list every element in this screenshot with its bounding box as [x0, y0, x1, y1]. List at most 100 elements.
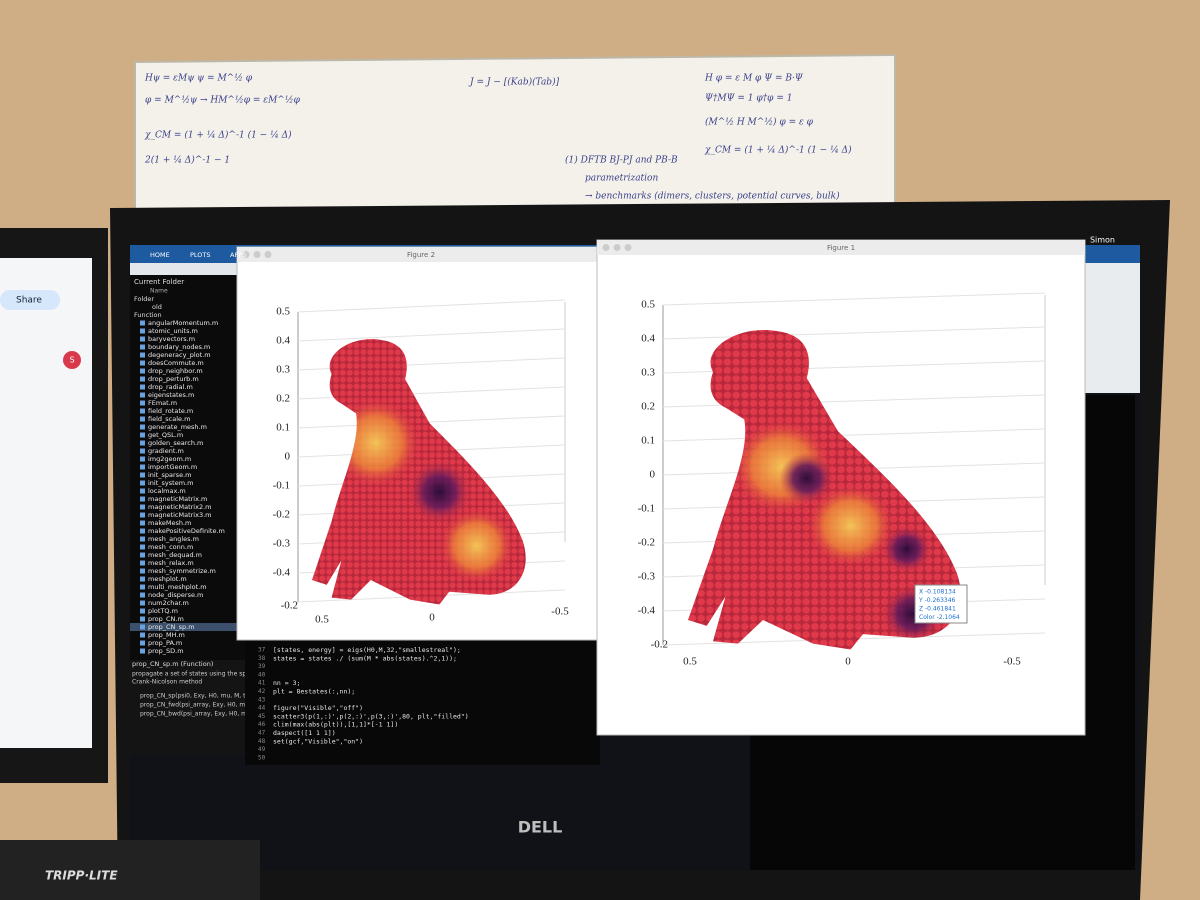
window-button[interactable]: [253, 251, 261, 258]
file-name[interactable]: magneticMatrix.m: [148, 495, 207, 503]
file-name[interactable]: generate_mesh.m: [148, 423, 207, 431]
file-name[interactable]: drop_perturb.m: [148, 375, 199, 383]
z-tick-label: -0.2: [273, 509, 290, 521]
datatip-line: Color -2.1064: [919, 614, 960, 621]
scatter-cloud: [688, 329, 961, 650]
x-tick-label: -0.5: [551, 606, 569, 618]
window-button[interactable]: [242, 251, 250, 258]
file-name[interactable]: mesh_conn.m: [148, 543, 193, 551]
z-tick-label: -0.1: [638, 503, 655, 515]
file-name[interactable]: plotTQ.m: [148, 607, 178, 615]
file-name[interactable]: prop_SD.m: [148, 647, 184, 655]
z-tick-label: -0.1: [273, 480, 290, 492]
line-number: 50: [258, 754, 266, 761]
figure-window: Figure 2 0.5 0.4 0.3 0.2 0.1 0 -0.1 -0.2 -0.3 -0.4…: [236, 246, 606, 641]
line-number: 49: [258, 746, 266, 753]
window-button[interactable]: [624, 244, 632, 251]
file-name[interactable]: node_disperse.m: [148, 591, 203, 599]
color-blob: [439, 508, 514, 583]
file-icon: [140, 408, 145, 414]
section-label: Folder: [134, 295, 154, 303]
user-name[interactable]: Simon: [1090, 236, 1115, 245]
line-number: 40: [258, 671, 266, 678]
file-name[interactable]: field_scale.m: [148, 415, 190, 423]
datatip-line: Y -0.263346: [918, 597, 956, 604]
file-icon: [140, 544, 145, 550]
file-name[interactable]: img2geom.m: [148, 455, 191, 463]
z-tick-label: -0.2: [638, 537, 655, 549]
file-name[interactable]: makePositiveDefinite.m: [148, 527, 225, 535]
file-name[interactable]: makeMesh.m: [148, 519, 191, 527]
whiteboard-writing: Hψ = εMψ ψ = M^½ φ φ = M^½ψ → HM^½φ = εM^…: [144, 73, 852, 202]
file-name[interactable]: prop_PA.m: [148, 639, 182, 647]
code-line: scatter3(p(1,:)',p(2,:)',p(3,:)',80, plt…: [273, 712, 469, 720]
color-blob: [881, 525, 932, 573]
file-name[interactable]: drop_neighbor.m: [148, 367, 203, 375]
file-name[interactable]: field_rotate.m: [148, 407, 193, 415]
file-icon: [140, 640, 145, 646]
folder-name[interactable]: old: [152, 303, 162, 311]
line-number: 38: [258, 655, 266, 662]
datatip-line: X -0.108134: [919, 589, 956, 596]
file-name[interactable]: magneticMatrix2.m: [148, 503, 212, 511]
file-name[interactable]: doesCommute.m: [148, 359, 204, 367]
file-name[interactable]: num2char.m: [148, 599, 189, 607]
file-name[interactable]: mesh_symmetrize.m: [148, 567, 216, 575]
file-name[interactable]: mesh_dequad.m: [148, 551, 202, 559]
tab[interactable]: HOME: [150, 251, 170, 259]
file-name[interactable]: FEmat.m: [148, 399, 177, 407]
share-button[interactable]: [0, 290, 60, 310]
file-name[interactable]: golden_search.m: [148, 439, 203, 447]
file-name[interactable]: gradient.m: [148, 447, 184, 455]
file-name[interactable]: localmax.m: [148, 487, 186, 495]
file-name[interactable]: drop_radial.m: [148, 383, 193, 391]
file-name[interactable]: prop_CN_sp.m: [148, 623, 195, 631]
file-name[interactable]: baryvectors.m: [148, 335, 195, 343]
z-tick-label: 0.5: [641, 299, 655, 311]
grid-line: [297, 299, 566, 313]
tab[interactable]: APPS: [230, 251, 246, 259]
handwriting: J = J − [(Kab)(Tab)]: [468, 77, 560, 88]
file-icon: [140, 360, 145, 366]
file-name[interactable]: mesh_relax.m: [148, 559, 194, 567]
file-name[interactable]: init_system.m: [148, 479, 193, 487]
file-icon: [140, 432, 145, 438]
file-icon: [140, 480, 145, 486]
grid-line: [662, 428, 1046, 442]
window-title: Figure 2: [407, 251, 435, 259]
file-name[interactable]: prop_CN.m: [148, 615, 184, 623]
file-icon: [140, 424, 145, 430]
file-icon: [140, 376, 145, 382]
file-name[interactable]: eigenstates.m: [148, 391, 194, 399]
panel-title: Current Folder: [134, 278, 184, 286]
details-panel: [130, 660, 245, 755]
file-name[interactable]: mesh_angles.m: [148, 535, 199, 543]
file-name[interactable]: get_QSL.m: [148, 431, 183, 439]
window-button[interactable]: [613, 244, 621, 251]
file-name[interactable]: boundary_nodes.m: [148, 343, 210, 351]
corner-tick-label: -0.2: [281, 600, 298, 612]
file-name[interactable]: magneticMatrix3.m: [148, 511, 212, 519]
selected-row: [130, 623, 245, 631]
file-name[interactable]: meshplot.m: [148, 575, 187, 583]
file-name[interactable]: init_sparse.m: [148, 471, 191, 479]
file-name[interactable]: prop_MH.m: [148, 631, 185, 639]
signature: prop_CN_fwd(psi_array, Exy, H0, mu, ...: [140, 702, 259, 709]
file-name[interactable]: atomic_units.m: [148, 327, 198, 335]
file-name[interactable]: angularMomentum.m: [148, 319, 218, 327]
code-line: [states, energy] = eigs(H0,M,32,"smalles…: [273, 646, 461, 654]
window-button[interactable]: [602, 244, 610, 251]
title-bar: [237, 247, 605, 262]
file-name[interactable]: importGeom.m: [148, 463, 197, 471]
left-screen: [0, 258, 92, 748]
file-name[interactable]: degeneracy_plot.m: [148, 351, 211, 359]
corner-tick-label: -0.2: [651, 639, 668, 651]
z-tick-label: 0.4: [641, 333, 655, 345]
code-line: plt = 8estates(:,nn);: [273, 688, 355, 696]
handwriting: χ_CM = (1 + ¼ Δ)^-1 (1 − ¼ Δ): [144, 130, 292, 141]
file-name[interactable]: multi_meshplot.m: [148, 583, 207, 591]
avatar[interactable]: [63, 351, 81, 369]
tab[interactable]: PLOTS: [190, 251, 211, 259]
window-button[interactable]: [264, 251, 272, 258]
line-number: 39: [258, 663, 266, 670]
